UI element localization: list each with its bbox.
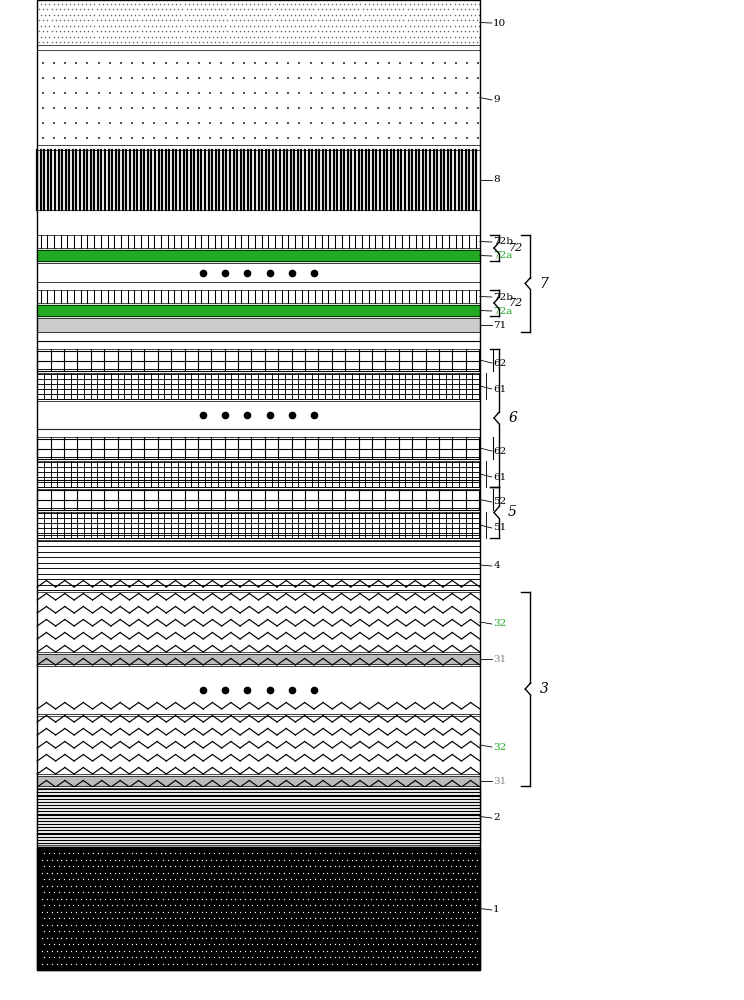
Text: 5: 5 xyxy=(508,505,517,519)
Bar xyxy=(37,305,480,316)
Bar xyxy=(37,512,480,538)
Text: 9: 9 xyxy=(493,96,500,104)
Bar xyxy=(37,235,480,248)
Bar xyxy=(37,401,480,429)
Text: 7: 7 xyxy=(539,276,548,290)
Text: 72b: 72b xyxy=(493,292,513,302)
Text: 61: 61 xyxy=(493,473,507,482)
Bar xyxy=(37,437,480,459)
Bar xyxy=(37,666,480,714)
Text: 71: 71 xyxy=(493,320,507,330)
Bar xyxy=(37,263,480,282)
Bar xyxy=(37,150,480,210)
Text: 10: 10 xyxy=(493,18,507,27)
Text: 8: 8 xyxy=(493,176,500,184)
Bar xyxy=(37,489,480,510)
Bar xyxy=(37,250,480,261)
Bar xyxy=(37,290,480,303)
Bar xyxy=(37,776,480,786)
Text: 2: 2 xyxy=(493,814,500,822)
Text: 72: 72 xyxy=(508,298,522,308)
Text: 4: 4 xyxy=(493,562,500,570)
Bar xyxy=(37,654,480,664)
Text: 1: 1 xyxy=(493,906,500,914)
Text: 3: 3 xyxy=(539,682,548,696)
Text: 31: 31 xyxy=(493,776,507,786)
Bar xyxy=(37,318,480,332)
Bar xyxy=(37,0,480,970)
Bar xyxy=(37,373,480,399)
Bar xyxy=(37,592,480,652)
Text: 72: 72 xyxy=(508,243,522,253)
Bar xyxy=(37,349,480,371)
Bar xyxy=(37,461,480,487)
Text: 62: 62 xyxy=(493,359,507,367)
Text: 31: 31 xyxy=(493,654,507,664)
Text: 52: 52 xyxy=(493,497,507,506)
Bar xyxy=(37,847,480,970)
Text: 72a: 72a xyxy=(493,251,513,260)
Text: 32: 32 xyxy=(493,619,507,629)
Text: 61: 61 xyxy=(493,384,507,393)
Text: 72a: 72a xyxy=(493,306,513,316)
Bar xyxy=(37,540,480,590)
Bar xyxy=(37,716,480,774)
Text: 6: 6 xyxy=(508,411,517,425)
Bar xyxy=(37,788,480,845)
Text: 32: 32 xyxy=(493,742,507,752)
Text: 62: 62 xyxy=(493,446,507,456)
Text: 51: 51 xyxy=(493,524,507,532)
Text: 72b: 72b xyxy=(493,237,513,246)
